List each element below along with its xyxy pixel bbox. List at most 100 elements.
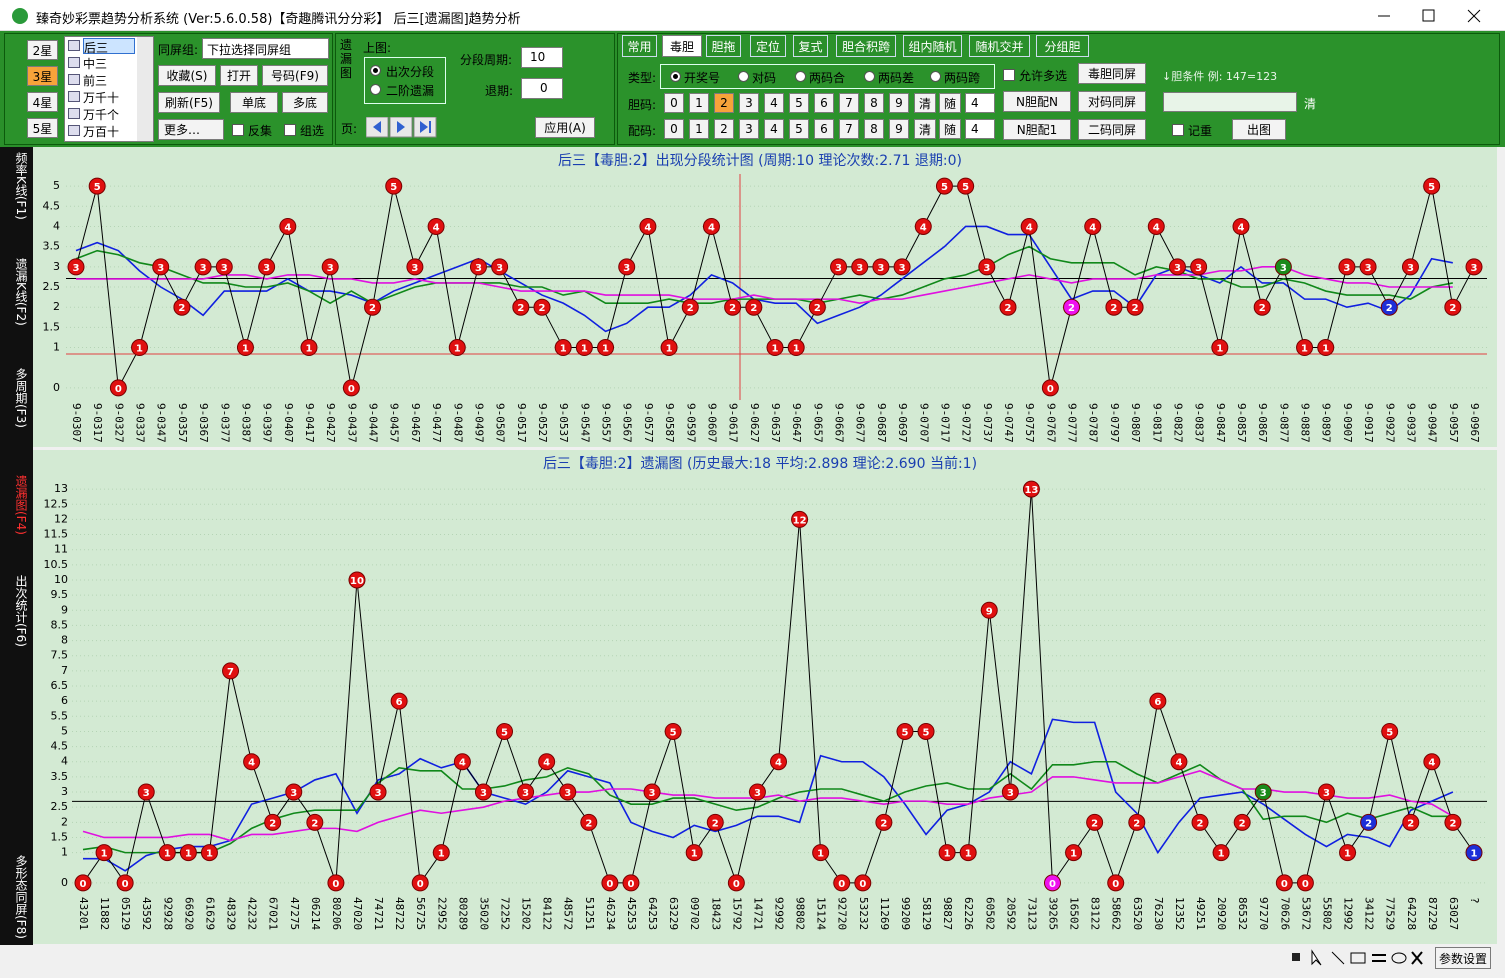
random-count[interactable]: 4 bbox=[965, 119, 995, 139]
group-select[interactable] bbox=[202, 38, 329, 59]
digit-button[interactable]: 4 bbox=[764, 119, 784, 139]
digit-button[interactable]: 5 bbox=[789, 119, 809, 139]
digit-button[interactable]: 5 bbox=[789, 93, 809, 113]
digit-button[interactable]: 6 bbox=[814, 119, 834, 139]
digit-button[interactable]: 8 bbox=[864, 119, 884, 139]
checkbox[interactable] bbox=[284, 124, 296, 136]
checkbox[interactable] bbox=[1003, 69, 1015, 81]
digit-button[interactable]: 7 bbox=[839, 119, 859, 139]
star-button[interactable]: 5星 bbox=[27, 118, 58, 138]
value-label: 1 bbox=[772, 344, 779, 355]
side-tab[interactable]: 遗漏图(F4) bbox=[14, 475, 28, 535]
digit-button[interactable]: 8 bbox=[864, 93, 884, 113]
digit-button[interactable]: 9 bbox=[889, 93, 909, 113]
radio[interactable] bbox=[670, 71, 681, 82]
checkbox[interactable] bbox=[232, 124, 244, 136]
digit-button[interactable]: 4 bbox=[764, 93, 784, 113]
list-item[interactable]: 万千个 bbox=[83, 108, 120, 122]
digit-button[interactable]: 0 bbox=[664, 119, 684, 139]
star-button[interactable]: 4星 bbox=[27, 92, 58, 112]
value-label: 1 bbox=[438, 849, 445, 860]
x-tick-label: 77529 bbox=[1384, 897, 1397, 930]
apply-button[interactable]: 应用(A) bbox=[535, 117, 595, 138]
value-dot bbox=[575, 339, 593, 357]
list-item[interactable]: 前三 bbox=[83, 74, 108, 88]
digit-button[interactable]: 7 bbox=[839, 93, 859, 113]
tab[interactable]: 胆拖 bbox=[706, 35, 741, 57]
button[interactable]: 收藏(S) bbox=[158, 65, 216, 86]
list-item[interactable]: 后三 bbox=[83, 38, 135, 55]
clear-button[interactable]: 清 bbox=[914, 119, 936, 139]
digit-button[interactable]: 1 bbox=[689, 119, 709, 139]
digit-button[interactable]: 3 bbox=[739, 119, 759, 139]
button[interactable]: 单底 bbox=[230, 92, 278, 113]
button[interactable]: 更多… bbox=[158, 119, 224, 140]
tab[interactable]: 毒胆 bbox=[662, 35, 702, 57]
scrollbar[interactable] bbox=[137, 37, 153, 141]
random-button[interactable]: 随 bbox=[939, 93, 961, 113]
clear-button[interactable]: 清 bbox=[914, 93, 936, 113]
value-label: 5 bbox=[670, 727, 677, 738]
period-input[interactable] bbox=[521, 47, 563, 68]
radio[interactable] bbox=[370, 84, 381, 95]
button[interactable]: 号码(F9) bbox=[262, 65, 328, 86]
list-item[interactable]: 中三 bbox=[83, 57, 108, 71]
button[interactable]: 打开 bbox=[220, 65, 258, 86]
list-item[interactable]: 万百十 bbox=[83, 125, 120, 139]
checkbox[interactable] bbox=[1172, 124, 1184, 136]
tab[interactable]: 随机交并 bbox=[969, 35, 1030, 57]
tab[interactable]: 组内随机 bbox=[903, 35, 962, 57]
condition-clear[interactable]: 清 bbox=[1304, 97, 1317, 111]
random-count[interactable]: 4 bbox=[965, 93, 995, 113]
value-dot bbox=[1339, 844, 1357, 862]
radio[interactable] bbox=[370, 65, 381, 76]
list-item[interactable]: 万千十 bbox=[83, 91, 120, 105]
tab[interactable]: 常用 bbox=[622, 35, 657, 57]
action-button[interactable]: 二码同屏 bbox=[1078, 119, 1146, 140]
tab[interactable]: 复式 bbox=[793, 35, 828, 57]
value-dot bbox=[1338, 258, 1356, 276]
digit-button[interactable]: 2 bbox=[714, 119, 734, 139]
random-button[interactable]: 随 bbox=[939, 119, 961, 139]
tab[interactable]: 定位 bbox=[750, 35, 786, 57]
digit-button[interactable]: 9 bbox=[889, 119, 909, 139]
digit-button[interactable]: 6 bbox=[814, 93, 834, 113]
tab[interactable]: 胆合积跨 bbox=[836, 35, 896, 57]
draw-button[interactable]: 出图 bbox=[1232, 119, 1286, 140]
x-tick-label: 92928 bbox=[161, 897, 174, 930]
digit-button[interactable]: 1 bbox=[689, 93, 709, 113]
side-tab[interactable]: 遗漏K线(F2) bbox=[14, 258, 28, 326]
tab[interactable]: 分组胆 bbox=[1036, 35, 1089, 57]
radio[interactable] bbox=[738, 71, 749, 82]
star-button[interactable]: 2星 bbox=[27, 40, 58, 60]
radio[interactable] bbox=[930, 71, 941, 82]
radio[interactable] bbox=[864, 71, 875, 82]
value-label: 4 bbox=[1175, 758, 1182, 769]
action-button[interactable]: 毒胆同屏 bbox=[1078, 63, 1146, 84]
x-tick-label: 9-0407 bbox=[282, 403, 295, 443]
page-nav[interactable] bbox=[366, 117, 438, 138]
value-dot bbox=[1423, 177, 1441, 195]
side-tab[interactable]: 多周期(F3) bbox=[14, 368, 28, 428]
action-button[interactable]: N胆配1 bbox=[1003, 119, 1071, 140]
settings-button[interactable]: 参数设置 bbox=[1435, 947, 1491, 969]
value-dot bbox=[872, 258, 890, 276]
side-tab[interactable]: 出次统计(F6) bbox=[14, 575, 28, 647]
back-input[interactable] bbox=[521, 78, 563, 99]
button[interactable]: 多底 bbox=[282, 92, 328, 113]
value-label: 2 bbox=[880, 818, 887, 829]
action-button[interactable]: N胆配N bbox=[1003, 91, 1071, 112]
x-tick-label: 9-0497 bbox=[472, 403, 485, 443]
side-tab[interactable]: 多形态同屏(F8) bbox=[14, 855, 28, 939]
action-button[interactable]: 对码同屏 bbox=[1078, 91, 1146, 112]
star-button[interactable]: 3星 bbox=[27, 66, 58, 86]
digit-button[interactable]: 2 bbox=[714, 93, 734, 113]
side-tab[interactable]: 频率K线(F1) bbox=[14, 152, 28, 220]
drawing-tools[interactable] bbox=[1288, 948, 1428, 968]
window-controls[interactable] bbox=[1370, 6, 1490, 26]
radio[interactable] bbox=[795, 71, 806, 82]
condition-input[interactable] bbox=[1163, 92, 1297, 112]
button[interactable]: 刷新(F5) bbox=[158, 92, 220, 113]
digit-button[interactable]: 3 bbox=[739, 93, 759, 113]
digit-button[interactable]: 0 bbox=[664, 93, 684, 113]
